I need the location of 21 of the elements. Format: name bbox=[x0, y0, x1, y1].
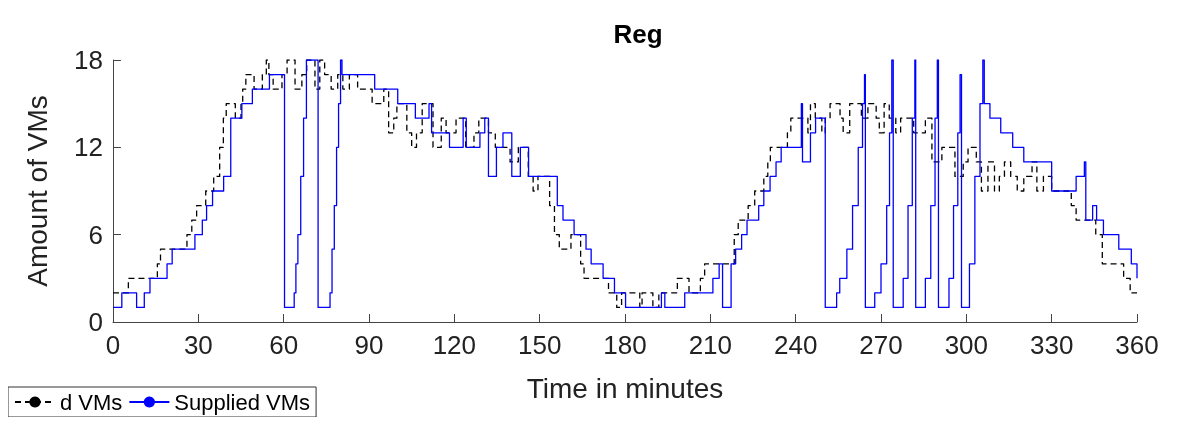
legend-label: d VMs bbox=[60, 389, 123, 415]
y-tick-label: 0 bbox=[88, 307, 103, 337]
x-tick-label: 150 bbox=[517, 330, 562, 360]
chart-title: Reg bbox=[613, 19, 663, 49]
x-tick-label: 120 bbox=[432, 330, 477, 360]
x-tick-label: 270 bbox=[859, 330, 903, 360]
x-tick-label: 210 bbox=[688, 330, 733, 360]
x-tick-label: 90 bbox=[354, 330, 384, 360]
x-tick-label: 240 bbox=[773, 330, 818, 360]
x-tick-label: 330 bbox=[1029, 330, 1074, 360]
y-tick-label: 18 bbox=[74, 45, 103, 75]
y-tick-label: 12 bbox=[74, 132, 103, 163]
x-tick-label: 180 bbox=[603, 330, 647, 360]
x-tick-label: 30 bbox=[183, 330, 213, 360]
x-tick-label: 360 bbox=[1115, 330, 1159, 360]
legend-label: Supplied VMs bbox=[174, 389, 311, 415]
y-tick-label: 6 bbox=[88, 219, 103, 250]
x-tick-label: 300 bbox=[944, 330, 989, 360]
x-tick-label: 60 bbox=[269, 330, 299, 360]
y-axis-title: Amount of VMs bbox=[21, 95, 53, 287]
x-axis-title: Time in minutes bbox=[526, 372, 724, 404]
